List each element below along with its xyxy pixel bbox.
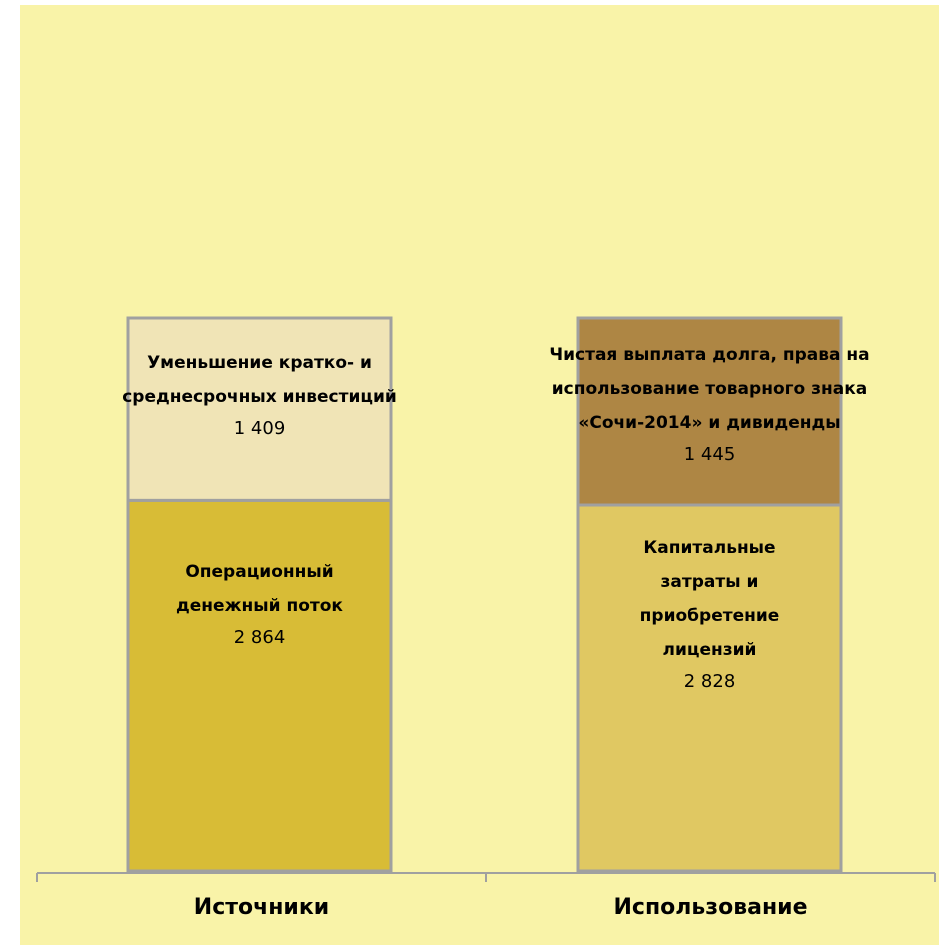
segment-label: Капитальные затраты и приобретение лицен…	[615, 531, 805, 697]
bar-segment	[576, 503, 843, 873]
segment-label: Чистая выплата долга, права на использов…	[520, 338, 900, 470]
data-label: 2 864	[233, 627, 286, 649]
bar-segment	[576, 316, 843, 507]
x-tick-label: Источники	[193, 895, 330, 920]
bar-segment	[126, 498, 393, 873]
segment-name: Чистая выплата долга, права на использов…	[549, 345, 870, 433]
x-tick-label: Использование	[613, 895, 808, 920]
segment-label: Уменьшение кратко- и среднесрочных инвес…	[115, 346, 405, 444]
segment-label: Операционный денежный поток 2 864	[145, 555, 375, 653]
data-label: 1 445	[683, 444, 736, 465]
segment-name: Капитальные затраты и приобретение лицен…	[639, 538, 780, 660]
data-label: 1 409	[233, 418, 286, 439]
bar-segment	[126, 316, 393, 502]
segment-name: Операционный денежный поток	[176, 562, 343, 617]
segment-name: Уменьшение кратко- и среднесрочных инвес…	[122, 353, 397, 407]
data-label: 2 828	[683, 671, 736, 692]
